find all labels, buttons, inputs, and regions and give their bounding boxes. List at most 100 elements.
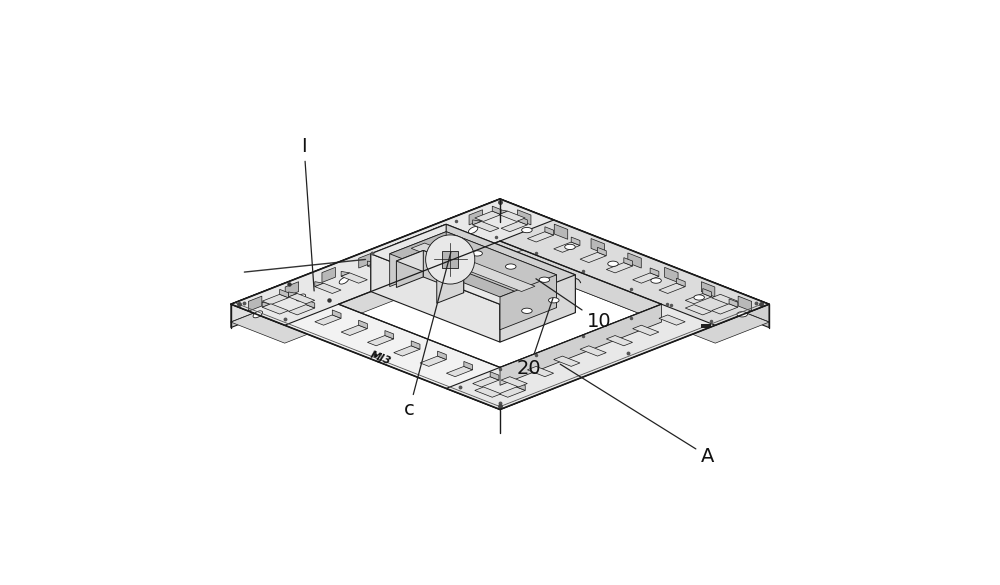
Polygon shape — [288, 292, 297, 297]
Polygon shape — [571, 237, 580, 246]
Polygon shape — [580, 252, 606, 263]
Polygon shape — [501, 377, 527, 387]
Polygon shape — [262, 304, 288, 314]
Polygon shape — [411, 243, 535, 291]
Ellipse shape — [565, 245, 575, 250]
Polygon shape — [446, 217, 769, 343]
Ellipse shape — [382, 260, 392, 267]
Polygon shape — [500, 199, 769, 322]
Polygon shape — [411, 341, 420, 349]
Polygon shape — [633, 273, 659, 283]
Bar — [701, 324, 711, 328]
Polygon shape — [367, 261, 376, 266]
Polygon shape — [359, 320, 367, 329]
Polygon shape — [500, 241, 661, 322]
Polygon shape — [499, 387, 525, 397]
Polygon shape — [446, 224, 575, 312]
Polygon shape — [464, 362, 473, 370]
Polygon shape — [516, 382, 525, 390]
Polygon shape — [262, 294, 288, 305]
Ellipse shape — [694, 295, 704, 300]
Ellipse shape — [425, 243, 435, 250]
Polygon shape — [341, 273, 367, 283]
Polygon shape — [394, 252, 420, 263]
Polygon shape — [473, 222, 499, 232]
Polygon shape — [475, 387, 501, 397]
Polygon shape — [598, 247, 606, 256]
Polygon shape — [446, 199, 769, 325]
Ellipse shape — [253, 311, 263, 318]
Polygon shape — [554, 242, 580, 252]
Polygon shape — [500, 217, 769, 328]
Polygon shape — [420, 240, 429, 246]
Polygon shape — [501, 222, 527, 232]
Polygon shape — [701, 282, 715, 297]
Polygon shape — [729, 299, 738, 307]
Polygon shape — [341, 271, 350, 276]
Polygon shape — [396, 250, 464, 277]
Polygon shape — [624, 257, 633, 266]
Polygon shape — [390, 232, 557, 297]
Polygon shape — [396, 250, 423, 287]
Polygon shape — [385, 331, 394, 339]
Polygon shape — [231, 217, 554, 343]
Polygon shape — [606, 263, 633, 273]
Polygon shape — [606, 336, 633, 346]
Ellipse shape — [339, 277, 349, 284]
Polygon shape — [580, 346, 606, 356]
Ellipse shape — [651, 278, 661, 283]
Polygon shape — [332, 310, 341, 318]
Polygon shape — [231, 283, 554, 410]
Polygon shape — [446, 283, 769, 410]
Polygon shape — [659, 283, 685, 294]
Polygon shape — [315, 283, 341, 294]
Polygon shape — [490, 371, 499, 380]
Polygon shape — [703, 288, 712, 297]
Ellipse shape — [608, 261, 618, 266]
Ellipse shape — [549, 298, 559, 303]
Polygon shape — [288, 294, 315, 304]
Ellipse shape — [737, 312, 747, 317]
Polygon shape — [420, 356, 446, 366]
Polygon shape — [432, 224, 446, 239]
Polygon shape — [500, 275, 575, 342]
Ellipse shape — [522, 228, 532, 233]
Polygon shape — [527, 232, 554, 242]
Polygon shape — [394, 251, 402, 256]
Text: 20: 20 — [517, 298, 553, 378]
Polygon shape — [231, 217, 500, 328]
Polygon shape — [591, 239, 605, 254]
Polygon shape — [341, 325, 367, 335]
Text: MJ3: MJ3 — [368, 349, 392, 367]
Polygon shape — [371, 224, 575, 304]
Ellipse shape — [539, 277, 550, 283]
Polygon shape — [446, 232, 473, 242]
Polygon shape — [231, 199, 500, 322]
Polygon shape — [738, 296, 752, 311]
Ellipse shape — [522, 308, 532, 314]
Polygon shape — [423, 250, 464, 292]
Polygon shape — [367, 263, 394, 273]
Polygon shape — [500, 275, 557, 330]
Polygon shape — [650, 268, 659, 276]
Polygon shape — [395, 239, 409, 254]
Polygon shape — [371, 224, 446, 291]
Polygon shape — [262, 302, 271, 307]
Polygon shape — [475, 211, 501, 221]
Polygon shape — [285, 282, 299, 297]
Polygon shape — [633, 325, 659, 335]
Polygon shape — [545, 227, 554, 235]
Polygon shape — [473, 220, 481, 225]
Circle shape — [426, 235, 475, 284]
Polygon shape — [438, 351, 446, 360]
Ellipse shape — [468, 226, 478, 233]
Polygon shape — [665, 267, 678, 283]
Polygon shape — [469, 210, 483, 225]
Polygon shape — [499, 211, 525, 221]
Polygon shape — [519, 216, 527, 225]
Text: A: A — [560, 364, 714, 466]
Text: 10: 10 — [536, 278, 612, 331]
Polygon shape — [390, 232, 446, 287]
Polygon shape — [473, 377, 499, 387]
Polygon shape — [446, 230, 455, 235]
